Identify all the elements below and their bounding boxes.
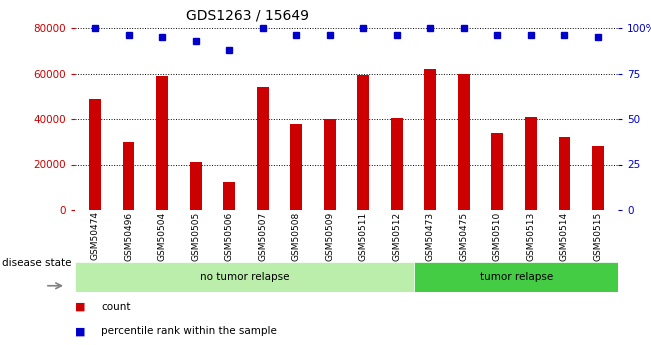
Bar [391, 118, 403, 210]
Bar [415, 262, 618, 292]
Bar [357, 75, 369, 210]
Text: GDS1263 / 15649: GDS1263 / 15649 [186, 9, 309, 23]
Text: tumor relapse: tumor relapse [480, 272, 553, 282]
Bar [424, 69, 436, 210]
Text: no tumor relapse: no tumor relapse [200, 272, 290, 282]
Bar [559, 137, 570, 210]
Bar [324, 119, 336, 210]
Bar [458, 73, 469, 210]
Bar [492, 132, 503, 210]
Bar [525, 117, 536, 210]
Bar [223, 181, 235, 210]
Bar [89, 99, 101, 210]
Bar [257, 87, 269, 210]
Bar [156, 76, 168, 210]
Bar [190, 162, 202, 210]
Text: disease state: disease state [2, 258, 72, 268]
Bar [290, 124, 302, 210]
Text: percentile rank within the sample: percentile rank within the sample [101, 326, 277, 336]
Text: ■: ■ [75, 326, 85, 336]
Text: count: count [101, 302, 131, 312]
Bar [592, 146, 603, 210]
Text: ■: ■ [75, 302, 85, 312]
Bar [75, 262, 415, 292]
Bar [123, 142, 135, 210]
